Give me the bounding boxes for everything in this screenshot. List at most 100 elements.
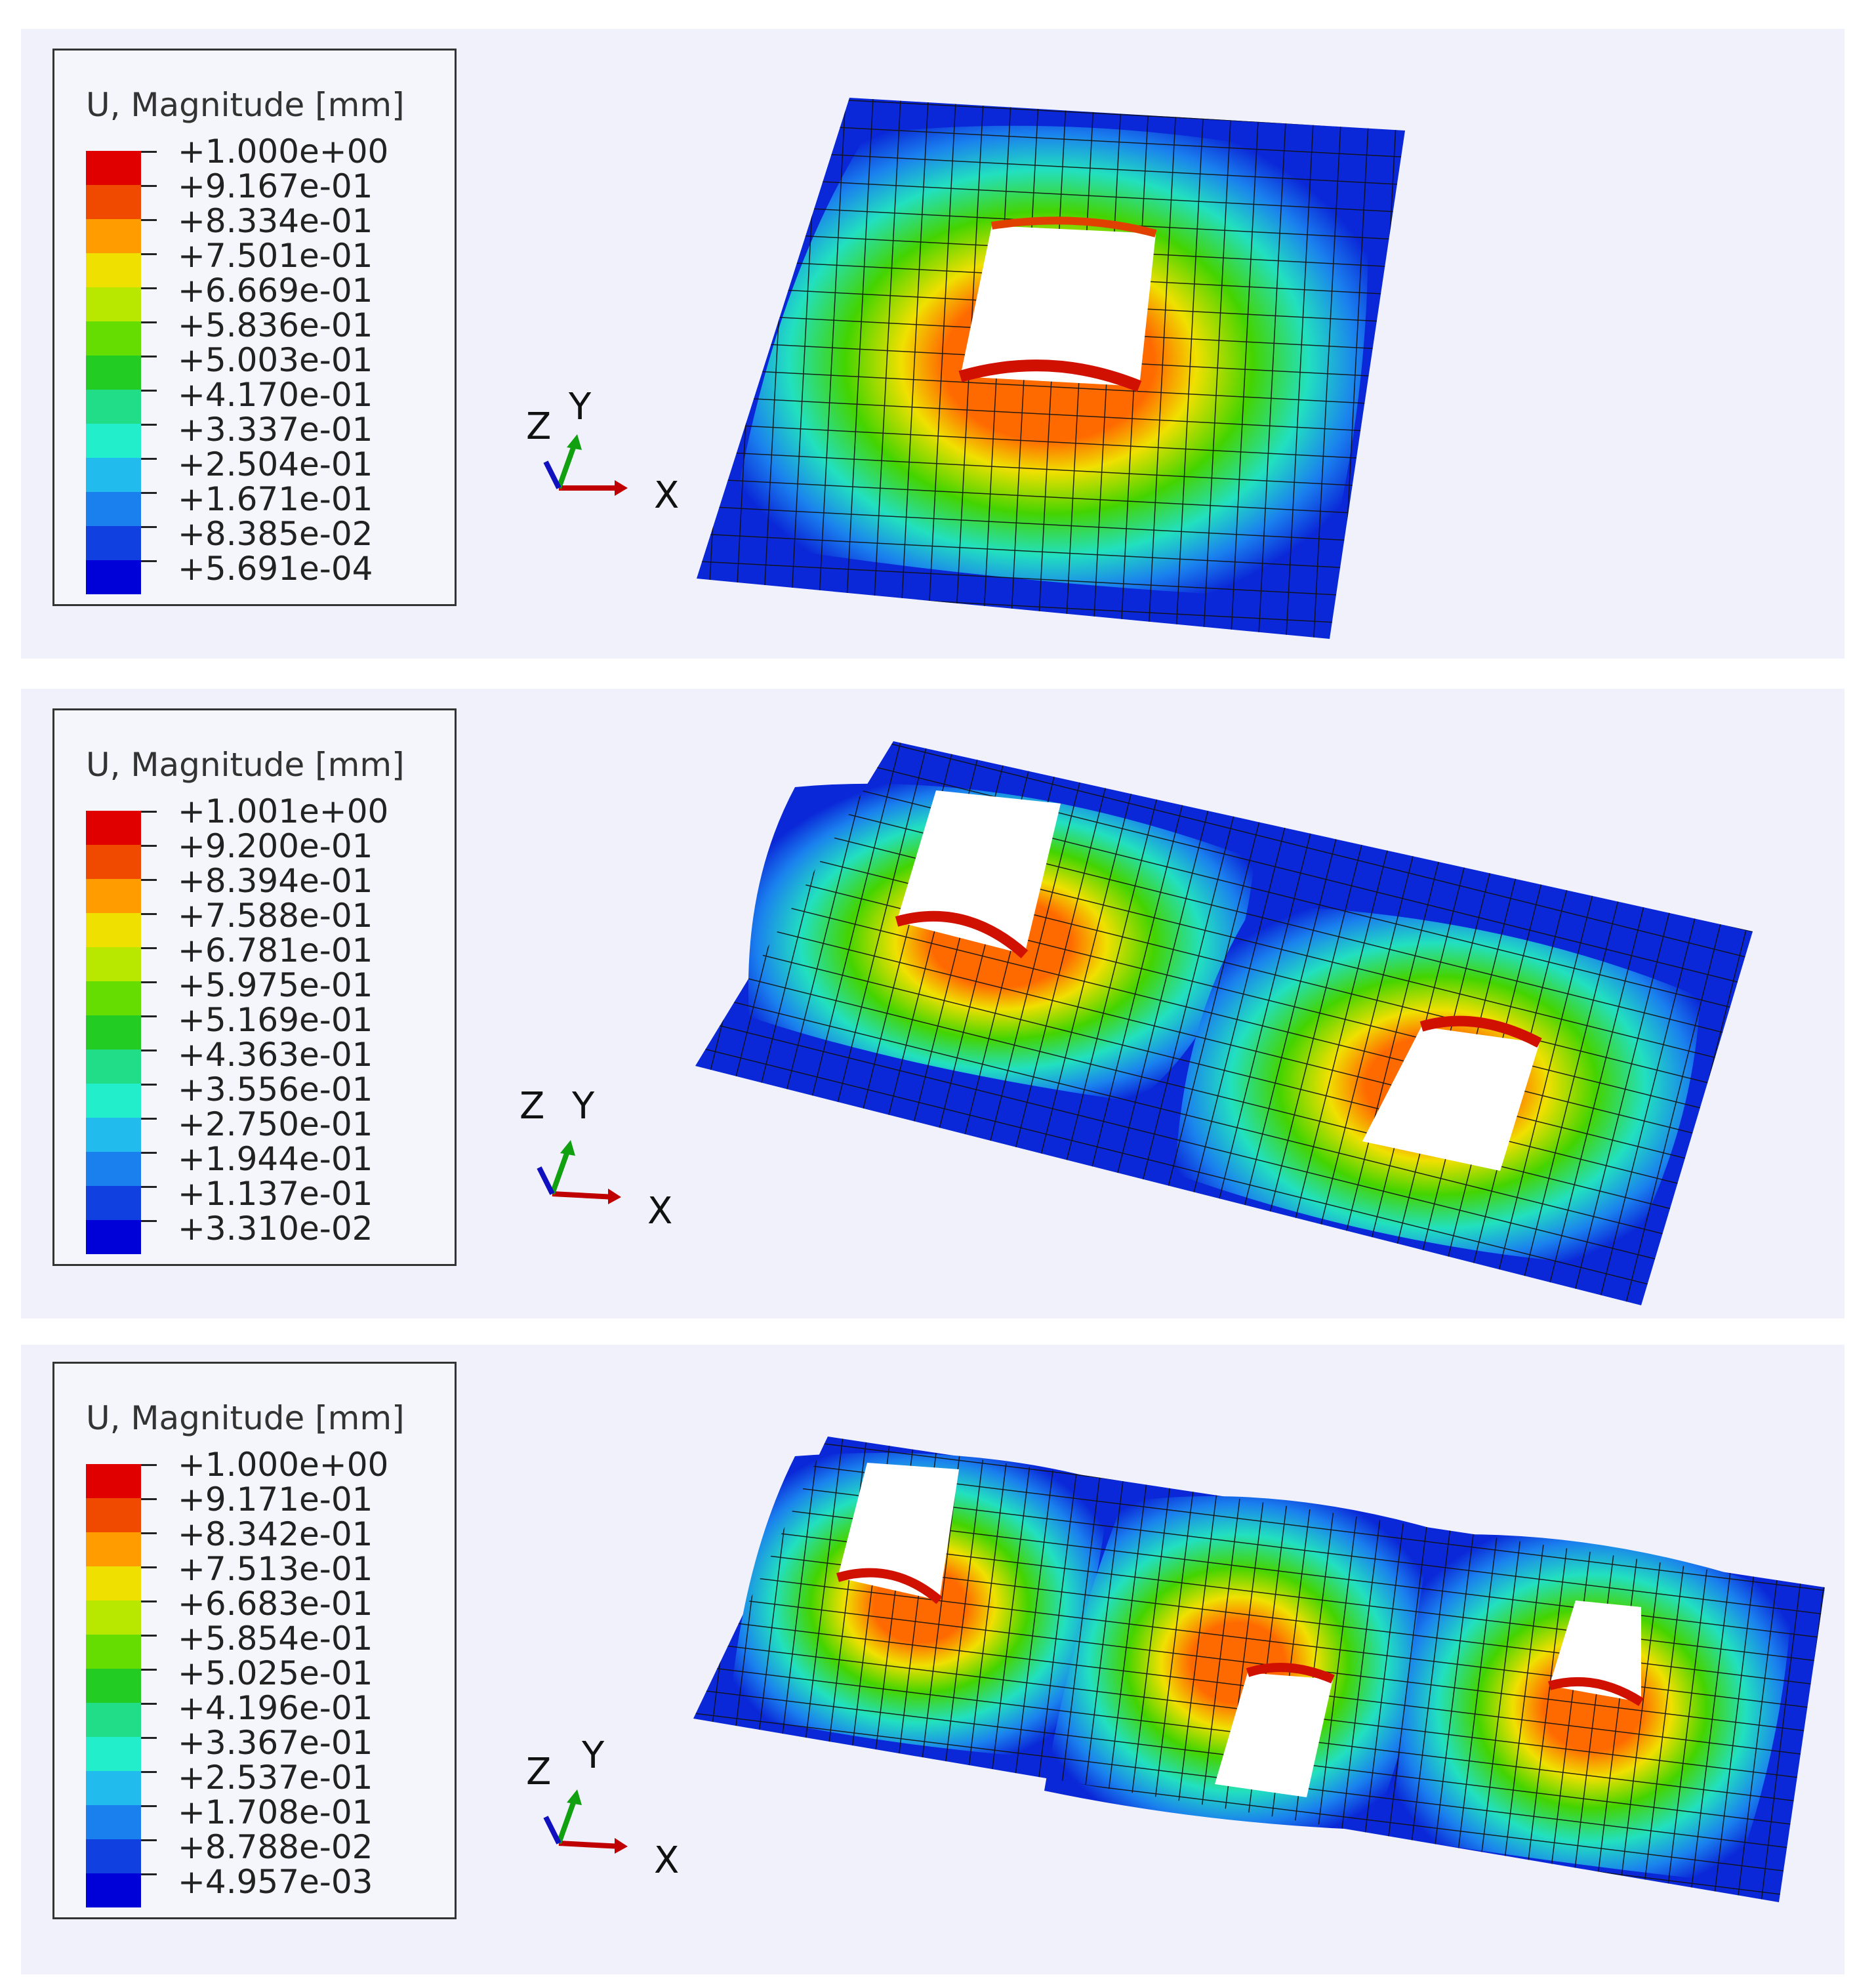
scale-tick	[141, 811, 157, 813]
legend-value: +9.167e-01	[178, 167, 373, 205]
x-axis-label: X	[654, 474, 679, 517]
legend-value: +2.504e-01	[178, 445, 373, 483]
scale-tick	[141, 879, 157, 881]
color-swatch	[86, 1873, 141, 1907]
color-swatch	[86, 185, 141, 219]
scale-tick	[141, 185, 157, 187]
legend-value: +5.975e-01	[178, 966, 373, 1004]
result-panel-3: U, Magnitude [mm] +1.000e+00 +9.171e-01 +8…	[21, 1345, 1845, 1974]
legend-value: +8.334e-01	[178, 202, 373, 240]
legend-value: +6.669e-01	[178, 272, 373, 310]
color-swatch	[86, 1186, 141, 1220]
legend-value: +4.957e-03	[178, 1863, 373, 1901]
opening-1	[838, 1463, 959, 1600]
scale-tick	[141, 1600, 157, 1602]
color-swatch	[86, 1220, 141, 1254]
scale-tick	[141, 1873, 157, 1875]
legend-labels: +1.000e+00 +9.171e-01 +8.342e-01 +7.513e-01…	[178, 1448, 388, 1900]
legend-value: +1.671e-01	[178, 480, 373, 518]
legend-value: +8.394e-01	[178, 862, 373, 900]
axis-triad: X Y Z	[526, 1734, 679, 1882]
color-scale	[86, 1464, 141, 1907]
legend-value: +1.944e-01	[178, 1140, 373, 1178]
legend-value: +1.137e-01	[178, 1175, 373, 1213]
scale-tick	[141, 1532, 157, 1534]
color-swatch	[86, 390, 141, 424]
scale-tick	[141, 321, 157, 323]
z-axis-label: Z	[520, 1085, 544, 1128]
scale-tick	[141, 1084, 157, 1086]
legend-value: +8.385e-02	[178, 515, 373, 553]
y-axis-label: Y	[568, 386, 592, 428]
legend-labels: +1.000e+00 +9.167e-01 +8.334e-01 +7.501e-01…	[178, 134, 388, 586]
y-axis-label: Y	[581, 1734, 605, 1777]
scale-tick	[141, 947, 157, 949]
color-swatch	[86, 1669, 141, 1703]
scale-tick	[141, 1220, 157, 1222]
legend-value: +4.170e-01	[178, 376, 373, 414]
color-swatch	[86, 458, 141, 492]
x-axis-label: X	[654, 1839, 679, 1882]
color-swatch	[86, 1771, 141, 1805]
scale-tick	[141, 1566, 157, 1568]
opening-2	[1215, 1673, 1333, 1797]
legend-value: +3.337e-01	[178, 411, 373, 449]
color-swatch	[86, 947, 141, 981]
legend-value: +5.836e-01	[178, 306, 373, 344]
color-swatch	[86, 560, 141, 594]
scale-tick	[141, 1635, 157, 1637]
color-swatch	[86, 151, 141, 185]
color-swatch	[86, 424, 141, 458]
contour-legend: U, Magnitude [mm] +1.000e+00 +9.171e-01 +8…	[52, 1362, 457, 1919]
color-swatch	[86, 1152, 141, 1186]
deformed-plate	[693, 1437, 1825, 1902]
x-axis-label: X	[647, 1190, 672, 1233]
scale-tick	[141, 1805, 157, 1807]
legend-value: +3.556e-01	[178, 1070, 373, 1109]
color-swatch	[86, 526, 141, 560]
contour-legend: U, Magnitude [mm] +1.000e+00 +9.167e-01 +8…	[52, 49, 457, 606]
legend-labels: +1.001e+00 +9.200e-01 +8.394e-01 +7.588e-01…	[178, 794, 388, 1246]
result-panel-2: U, Magnitude [mm] +1.001e+00 +9.200e-01 +8…	[21, 689, 1845, 1318]
scale-tick	[141, 1186, 157, 1188]
legend-value: +1.708e-01	[178, 1793, 373, 1831]
deformed-plate	[695, 741, 1753, 1305]
legend-title: U, Magnitude [mm]	[86, 746, 405, 784]
legend-value: +7.513e-01	[178, 1550, 373, 1588]
scale-tick	[141, 356, 157, 357]
legend-value: +7.501e-01	[178, 237, 373, 275]
color-swatch	[86, 879, 141, 913]
color-swatch	[86, 253, 141, 287]
legend-value: +2.537e-01	[178, 1759, 373, 1797]
scale-tick	[141, 458, 157, 460]
scale-tick	[141, 219, 157, 221]
scale-tick	[141, 845, 157, 847]
scale-tick	[141, 1839, 157, 1841]
color-swatch	[86, 1600, 141, 1635]
color-swatch	[86, 1050, 141, 1084]
color-swatch	[86, 1498, 141, 1532]
scale-tick	[141, 1669, 157, 1671]
legend-title: U, Magnitude [mm]	[86, 86, 405, 124]
scale-tick	[141, 287, 157, 289]
color-swatch	[86, 219, 141, 253]
legend-value: +1.001e+00	[178, 792, 389, 830]
scale-tick	[141, 253, 157, 255]
legend-value: +5.169e-01	[178, 1001, 373, 1039]
contour-legend: U, Magnitude [mm] +1.001e+00 +9.200e-01 +8…	[52, 708, 457, 1266]
scale-tick	[141, 1464, 157, 1466]
color-swatch	[86, 1118, 141, 1152]
legend-value: +1.000e+00	[178, 132, 389, 171]
scale-tick	[141, 1118, 157, 1120]
legend-value: +8.788e-02	[178, 1828, 373, 1866]
scale-tick	[141, 1737, 157, 1739]
scale-tick	[141, 526, 157, 528]
legend-value: +5.854e-01	[178, 1620, 373, 1658]
scale-tick	[141, 424, 157, 426]
legend-value: +5.003e-01	[178, 341, 373, 379]
legend-value: +5.691e-04	[178, 550, 373, 588]
scale-tick	[141, 151, 157, 153]
scale-tick	[141, 1771, 157, 1773]
scale-tick	[141, 1498, 157, 1500]
deformed-plate	[697, 98, 1405, 639]
